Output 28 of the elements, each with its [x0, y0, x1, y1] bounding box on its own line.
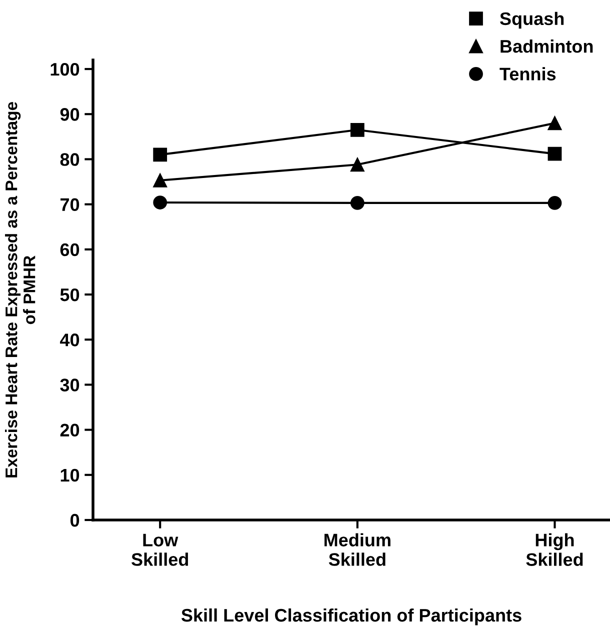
point [350, 196, 364, 210]
legend-label: Tennis [500, 67, 556, 80]
point [548, 146, 562, 161]
x-tick-label: Medium Skilled [324, 533, 390, 566]
y-tick-label: 100 [50, 62, 80, 76]
point [350, 158, 364, 172]
point [153, 196, 168, 210]
y-tick-label: 0 [70, 514, 80, 527]
point [548, 116, 562, 130]
y-tick-label: 90 [60, 108, 80, 121]
x-tick-label: Low Skilled [132, 534, 188, 566]
point [153, 148, 168, 162]
y-tick-label: 60 [60, 243, 80, 256]
y-axis-title: Exercise Heart Rate Expressed as a Percentage of PMHR [5, 102, 36, 478]
y-tick-label: 40 [60, 334, 80, 346]
legend-label: Squash [500, 12, 564, 29]
y-tick-label: 30 [60, 378, 80, 392]
y-tick-label: 70 [60, 198, 80, 212]
y-tick-label: 20 [60, 424, 80, 437]
y-tick-label: 50 [60, 288, 80, 302]
x-tick-label: High Skilled [526, 533, 583, 566]
point [548, 196, 562, 210]
y-tick-label: 10 [60, 468, 80, 482]
y-tick-label: 80 [60, 153, 80, 166]
point [153, 173, 168, 188]
x-axis-title: Skill Level Classification of Participants [181, 608, 522, 626]
point [350, 122, 364, 137]
legend-label: Badminton [500, 40, 593, 53]
